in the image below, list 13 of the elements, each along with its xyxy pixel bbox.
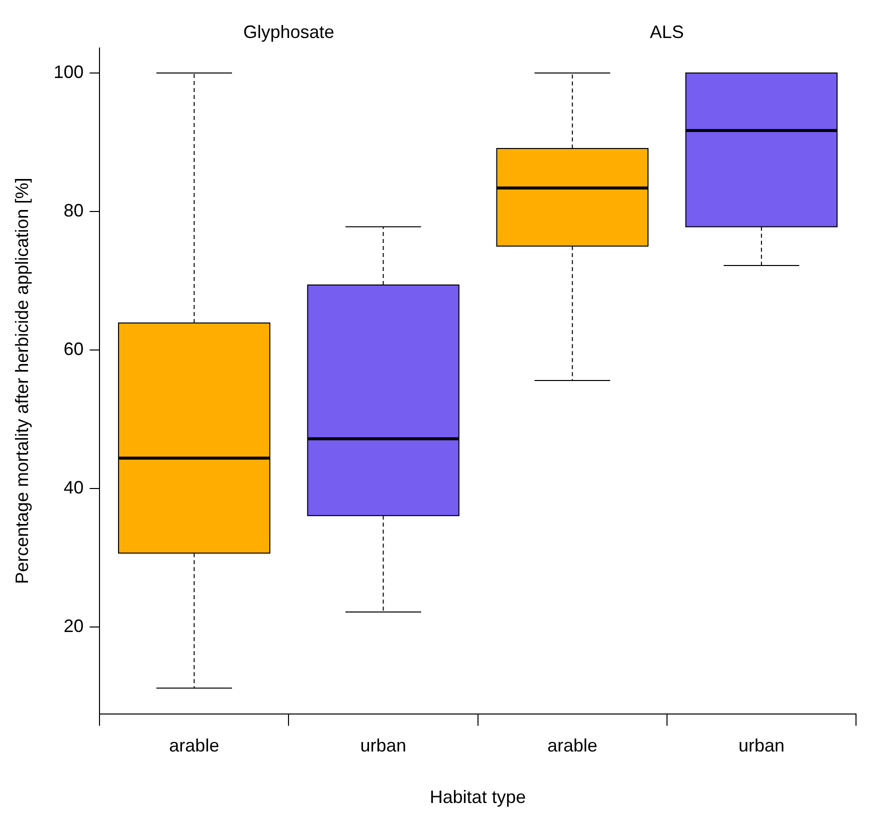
- y-tick-label: 40: [64, 478, 84, 498]
- text: ALS: [650, 22, 684, 42]
- y-tick-label: 20: [64, 616, 84, 636]
- y-tick-label: 100: [54, 62, 84, 82]
- x-tick-label: urban: [738, 736, 784, 756]
- text: Glyphosate: [243, 22, 334, 42]
- x-tick-label: arable: [547, 736, 598, 756]
- x-tick-label: urban: [360, 736, 406, 756]
- y-tick-label: 60: [64, 339, 84, 360]
- x-tick-label: arable: [169, 736, 220, 756]
- y-tick-label: 80: [64, 200, 84, 220]
- y-axis-title: Percentage mortality after herbicide application [%]: [12, 178, 32, 584]
- x-axis-title: Habitat type: [430, 787, 526, 808]
